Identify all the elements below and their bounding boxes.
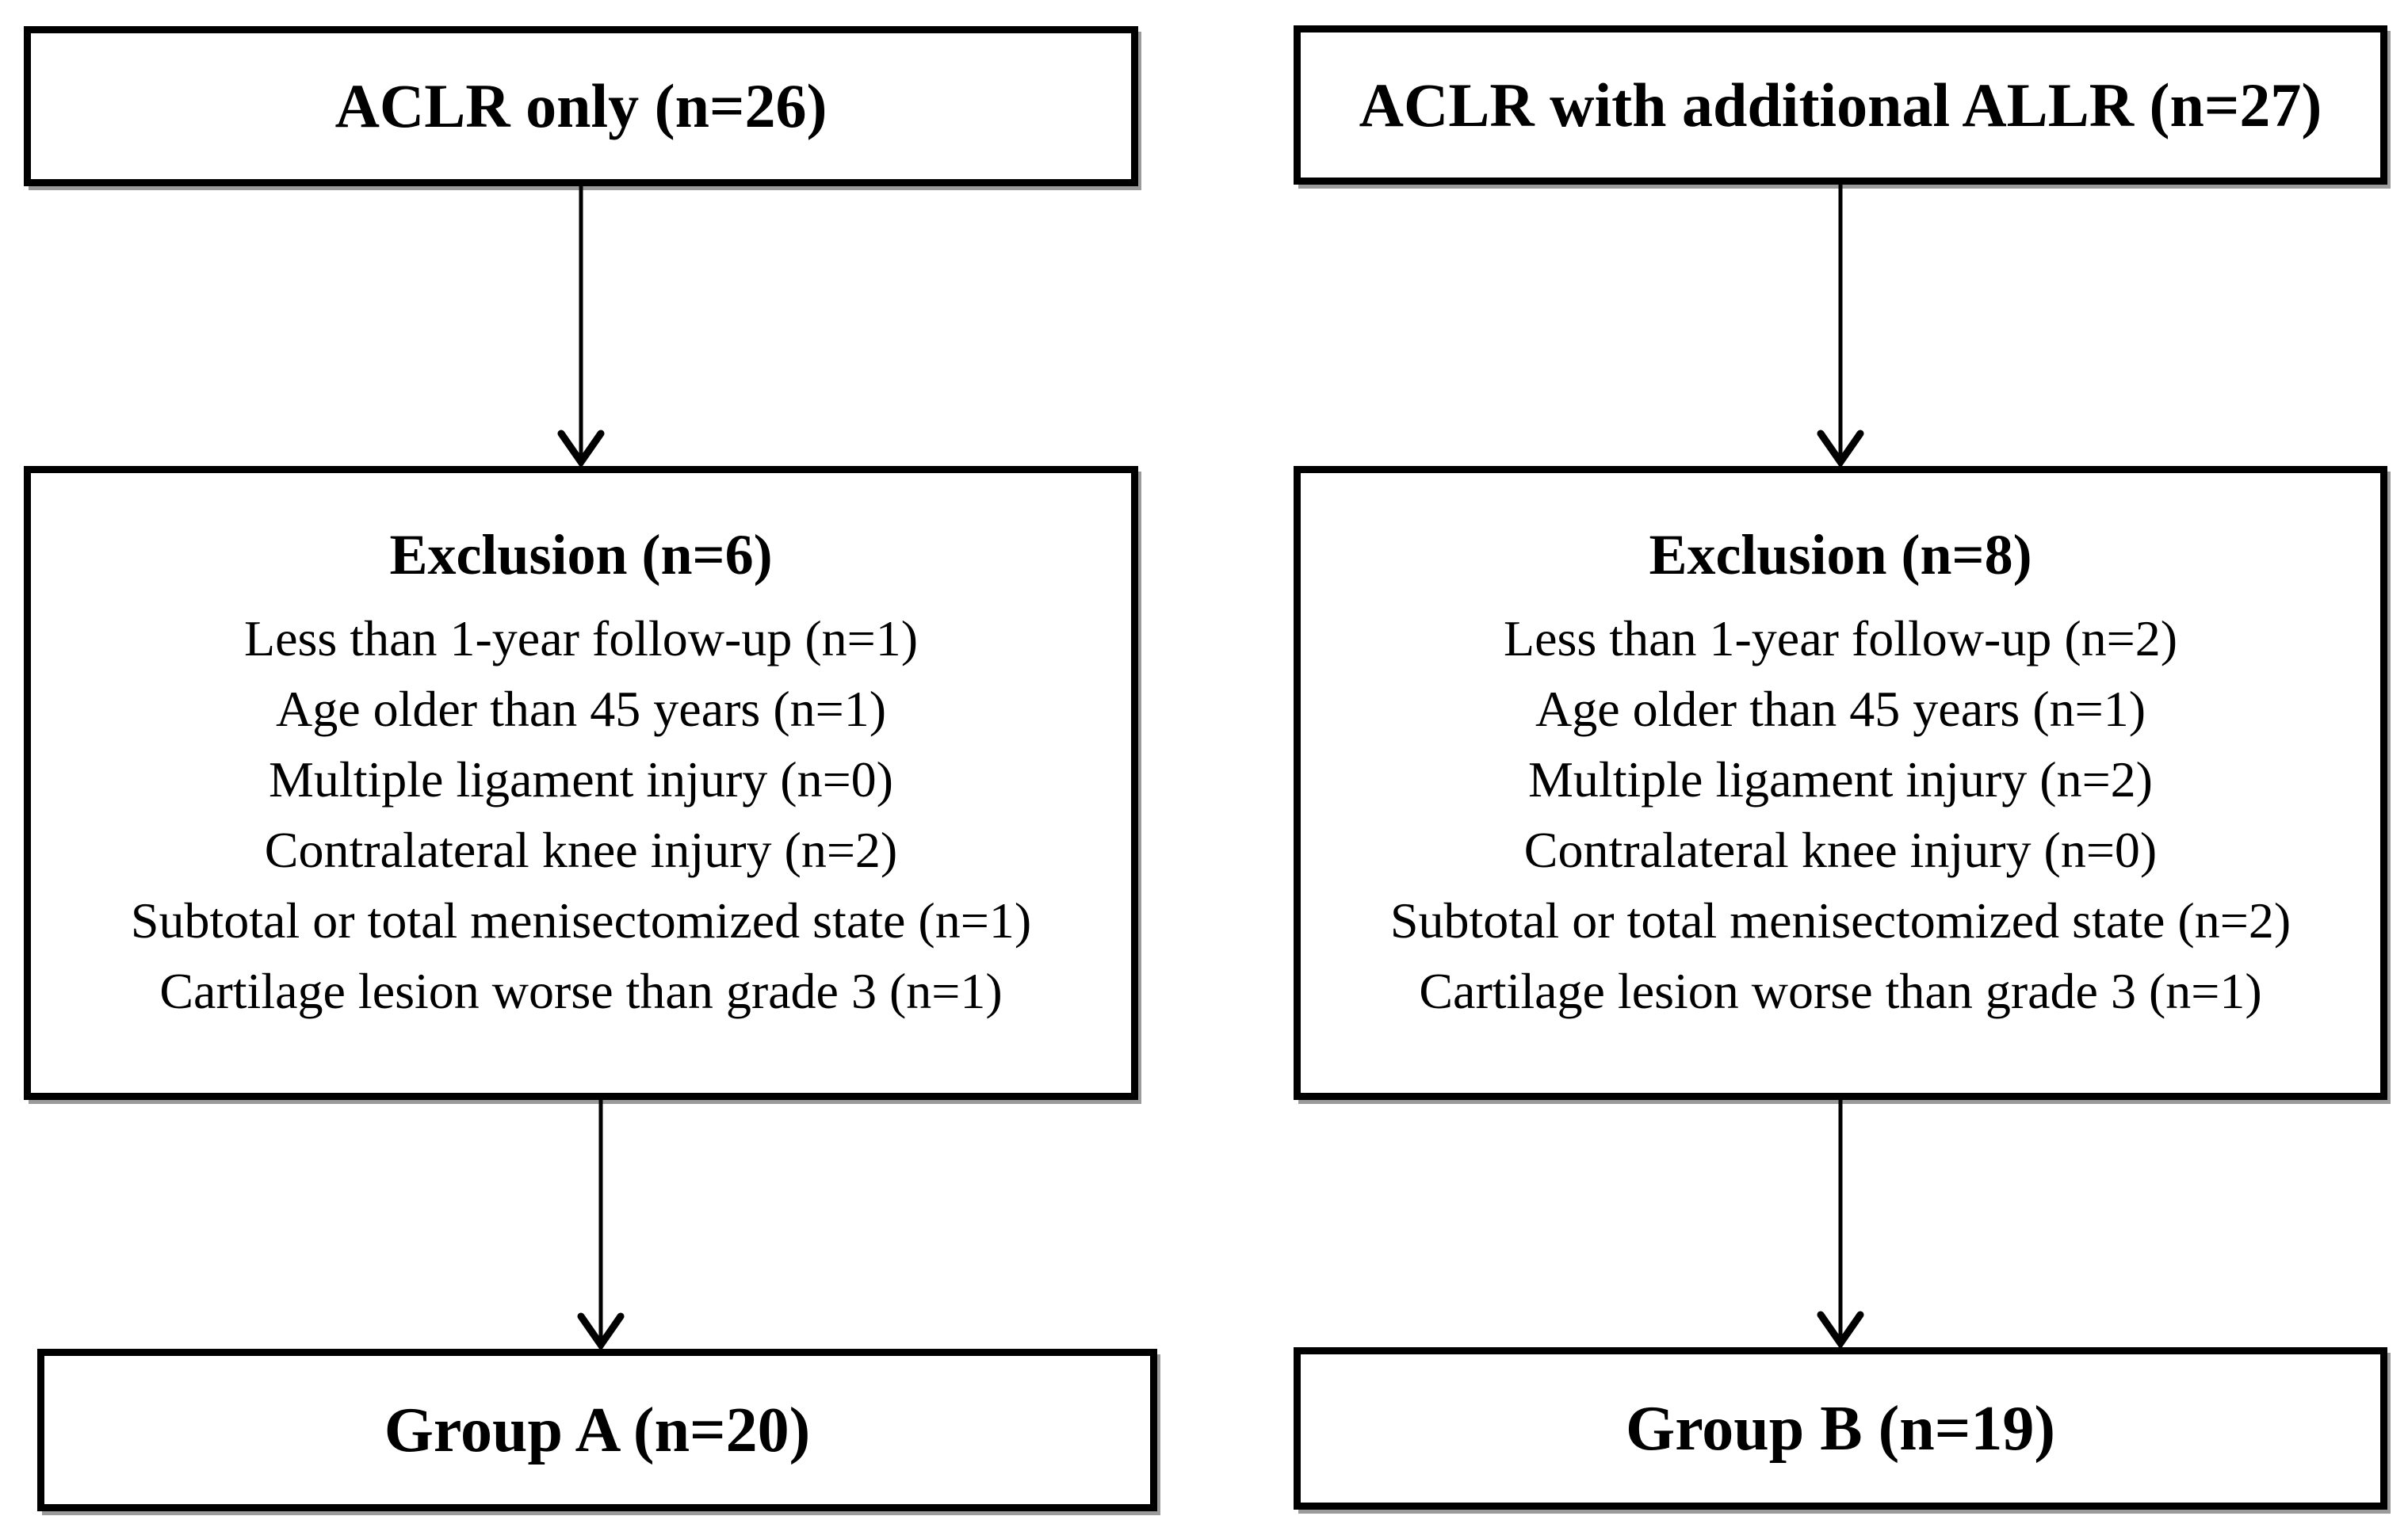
exclusion-item: Subtotal or total menisectomized state (… xyxy=(130,892,1032,949)
down-arrow-icon xyxy=(573,1100,629,1349)
exclusion-item: Less than 1-year follow-up (n=2) xyxy=(1503,610,2178,666)
exclusion-item: Multiple ligament injury (n=0) xyxy=(269,751,893,808)
cohort-b-label: ACLR with additional ALLR (n=27) xyxy=(1359,70,2322,139)
down-arrow-icon xyxy=(1813,185,1868,466)
exclusion-item: Age older than 45 years (n=1) xyxy=(275,681,887,737)
flow-box-cohort-a: ACLR only (n=26) xyxy=(24,26,1138,186)
flow-box-group-b: Group B (n=19) xyxy=(1294,1347,2387,1510)
exclusion-b-title: Exclusion (n=8) xyxy=(1649,523,2032,586)
exclusion-item: Age older than 45 years (n=1) xyxy=(1535,681,2146,737)
down-arrow-icon xyxy=(553,186,609,466)
flow-box-exclusion-b: Exclusion (n=8) Less than 1-year follow-… xyxy=(1294,466,2387,1100)
group-a-label: Group A (n=20) xyxy=(384,1395,811,1465)
exclusion-a-title: Exclusion (n=6) xyxy=(389,523,773,586)
flow-box-cohort-b: ACLR with additional ALLR (n=27) xyxy=(1294,25,2387,185)
flow-box-exclusion-a: Exclusion (n=6) Less than 1-year follow-… xyxy=(24,466,1138,1100)
group-b-label: Group B (n=19) xyxy=(1626,1393,2055,1464)
exclusion-item: Cartilage lesion worse than grade 3 (n=1… xyxy=(1419,963,2262,1019)
exclusion-item: Less than 1-year follow-up (n=1) xyxy=(243,610,919,666)
cohort-a-label: ACLR only (n=26) xyxy=(334,71,828,141)
exclusion-item: Subtotal or total menisectomized state (… xyxy=(1389,892,2291,949)
exclusion-item: Multiple ligament injury (n=2) xyxy=(1528,751,2153,808)
exclusion-item: Contralateral knee injury (n=2) xyxy=(264,822,898,878)
exclusion-item: Contralateral knee injury (n=0) xyxy=(1523,822,2158,878)
flow-box-group-a: Group A (n=20) xyxy=(37,1349,1157,1511)
down-arrow-icon xyxy=(1813,1100,1868,1347)
exclusion-item: Cartilage lesion worse than grade 3 (n=1… xyxy=(159,963,1003,1019)
